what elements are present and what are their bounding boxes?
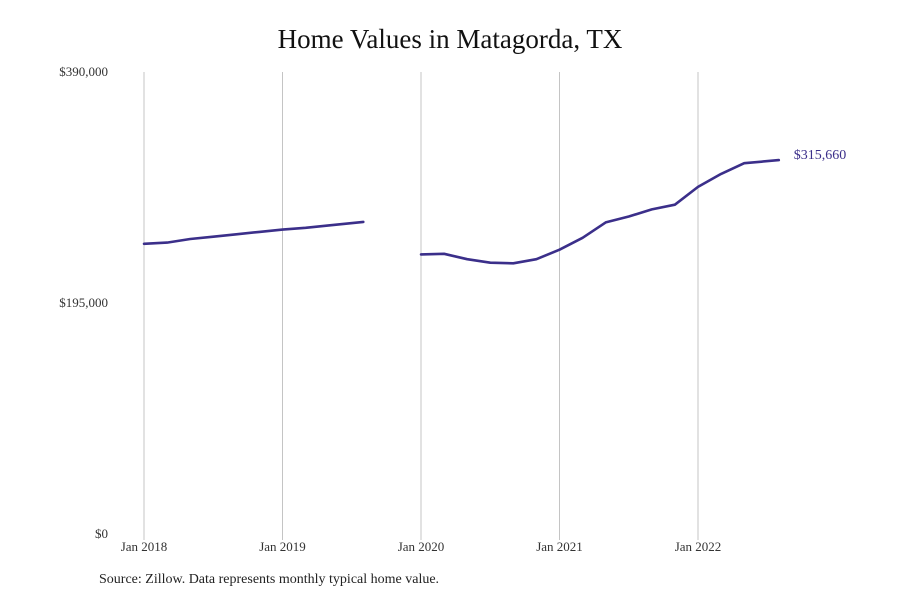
y-tick-label: $195,000 xyxy=(59,295,108,310)
y-tick-label: $390,000 xyxy=(59,64,108,79)
x-tick-label: Jan 2021 xyxy=(536,539,583,554)
x-tick-label: Jan 2022 xyxy=(675,539,722,554)
x-tick-label: Jan 2018 xyxy=(121,539,168,554)
chart-title: Home Values in Matagorda, TX xyxy=(277,24,623,54)
series-line-segment xyxy=(419,158,781,265)
y-tick-label: $0 xyxy=(95,526,108,541)
end-value-label: $315,660 xyxy=(794,148,847,163)
series-line-segment xyxy=(142,220,365,246)
x-tick-label: Jan 2020 xyxy=(398,539,445,554)
x-tick-label: Jan 2019 xyxy=(259,539,306,554)
source-note: Source: Zillow. Data represents monthly … xyxy=(99,572,440,587)
